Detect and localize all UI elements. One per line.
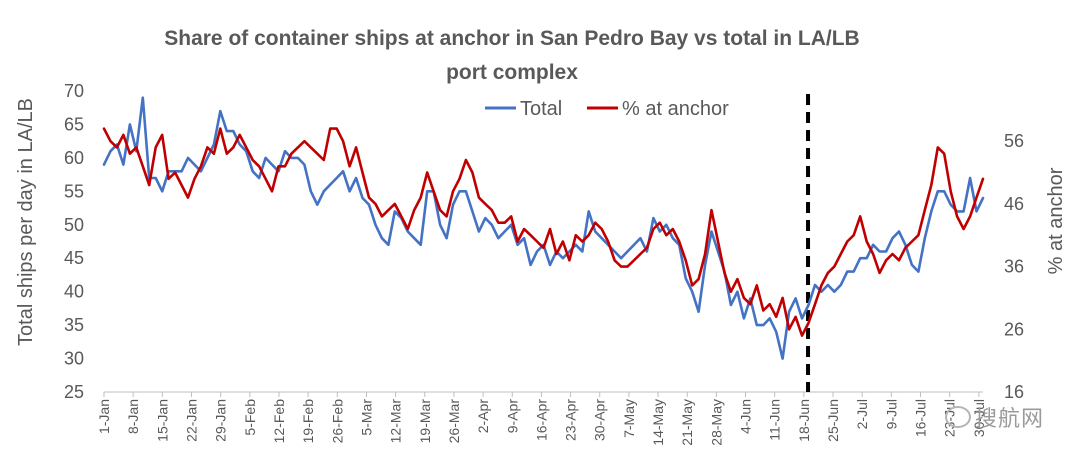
y-tick-left-label: 45	[64, 248, 84, 268]
watermark: 搜航网	[944, 401, 1044, 433]
y-tick-right-label: 26	[1004, 319, 1024, 339]
y-tick-left-label: 70	[64, 81, 84, 101]
y-tick-left-label: 60	[64, 148, 84, 168]
x-tick-label: 29-Jan	[213, 399, 229, 442]
x-tick-label: 5-Mar	[358, 399, 374, 436]
x-tick-label: 16-Apr	[533, 399, 549, 441]
x-tick-label: 12-Feb	[271, 399, 287, 444]
legend-total-label: Total	[520, 98, 562, 120]
y-tick-right-label: 56	[1004, 131, 1024, 151]
y-tick-right-label: 46	[1004, 194, 1024, 214]
x-tick-label: 19-Mar	[417, 399, 433, 444]
wechat-icon	[944, 406, 971, 428]
x-tick-label: 18-Jun	[796, 399, 812, 442]
x-tick-label: 28-May	[708, 399, 724, 446]
x-tick-label: 5-Feb	[242, 399, 258, 436]
x-tick-label: 25-Jun	[825, 399, 841, 442]
x-tick-label: 26-Feb	[329, 399, 345, 444]
chart-title-line-1: Share of container ships at anchor in Sa…	[164, 27, 859, 50]
x-tick-label: 21-May	[679, 399, 695, 446]
x-tick-label: 12-Mar	[388, 399, 404, 444]
x-tick-label: 30-Jul	[971, 399, 987, 437]
x-tick-label: 15-Jan	[154, 399, 170, 442]
y-tick-left-label: 35	[64, 315, 84, 335]
legend: Total % at anchor	[485, 98, 729, 120]
x-tick-label: 9-Jul	[883, 399, 899, 429]
series-line-pct-at-anchor	[102, 127, 985, 337]
x-tick-label: 19-Feb	[300, 399, 316, 444]
y-tick-left-label: 65	[64, 114, 84, 134]
legend-anchor-label: % at anchor	[622, 98, 729, 120]
x-tick-label: 22-Jan	[183, 399, 199, 442]
x-tick-label: 30-Apr	[592, 399, 608, 441]
series-line-total	[102, 96, 985, 360]
x-tick-label: 8-Jan	[125, 399, 141, 434]
y-tick-left-label: 55	[64, 181, 84, 201]
chart-title-line-2: port complex	[446, 61, 578, 84]
y-tick-right-label: 36	[1004, 257, 1024, 277]
x-tick-label: 16-Jul	[913, 399, 929, 437]
y-tick-left-label: 30	[64, 349, 84, 369]
x-tick-label: 14-May	[650, 399, 666, 446]
x-tick-label: 26-Mar	[446, 399, 462, 444]
x-tick-label: 1-Jan	[96, 399, 112, 434]
watermark-text: 搜航网	[974, 407, 1044, 432]
y-axis-left-label: Total ships per day in LA/LB	[15, 98, 37, 346]
x-tick-label: 9-Apr	[504, 399, 520, 434]
y-tick-left-label: 40	[64, 282, 84, 302]
y-axis-right-label: % at anchor	[1045, 167, 1067, 274]
x-tick-label: 4-Jun	[738, 399, 754, 434]
x-tick-label: 2-Apr	[475, 399, 491, 434]
y-tick-right-label: 16	[1004, 382, 1024, 402]
x-tick-label: 23-Apr	[563, 399, 579, 441]
x-tick-label: 7-May	[621, 399, 637, 438]
x-tick-label: 11-Jun	[767, 399, 783, 441]
y-tick-left-label: 25	[64, 382, 84, 402]
x-tick-label: 2-Jul	[854, 399, 870, 429]
y-tick-left-label: 50	[64, 215, 84, 235]
